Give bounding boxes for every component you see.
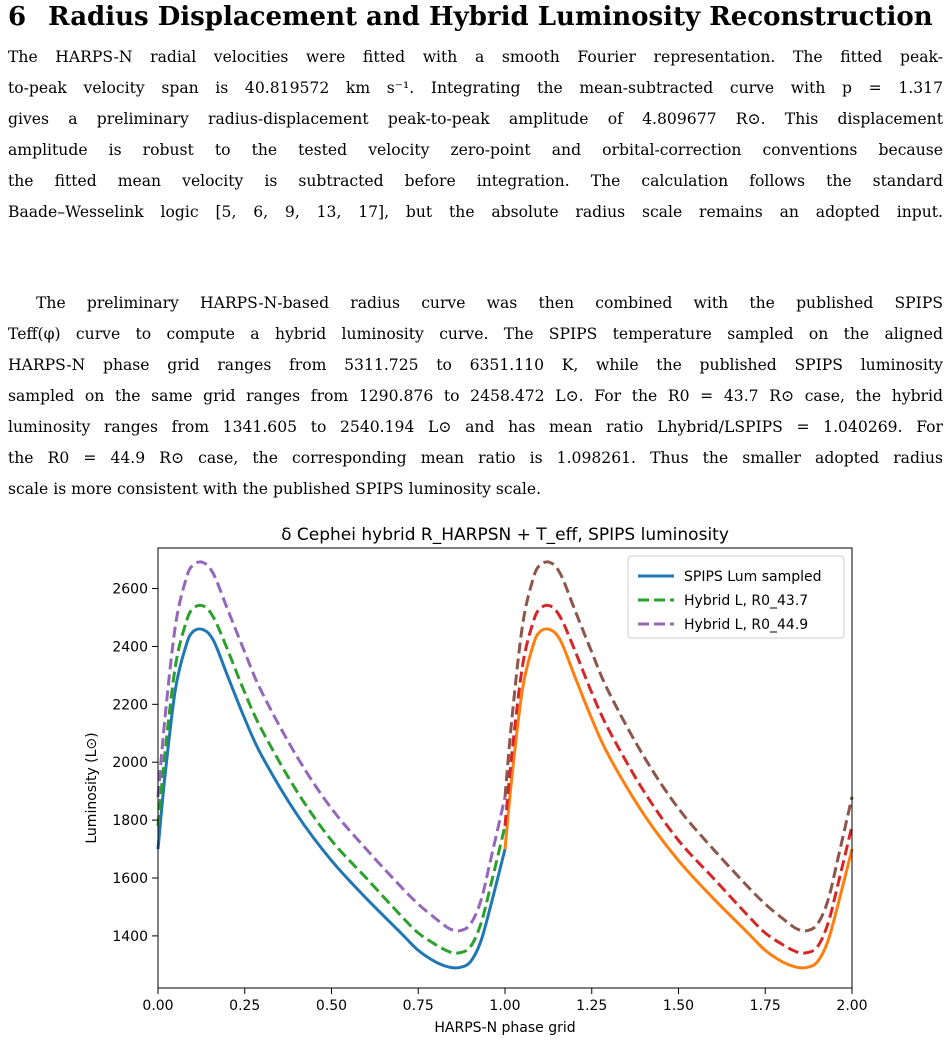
x-tick-label: 0.50	[316, 998, 347, 1014]
series-line-spips-cycle-1	[156, 627, 507, 970]
y-tick-label: 2600	[112, 582, 148, 598]
plot-area	[156, 560, 854, 970]
text-line: HARPS-N phase grid ranges from 5311.725 …	[8, 356, 943, 374]
text-line: Teff(φ) curve to compute a hybrid lumino…	[8, 325, 943, 343]
paragraph-2: The preliminary HARPS-N-based radius cur…	[8, 288, 943, 505]
text-line: sampled on the same grid ranges from 129…	[8, 387, 943, 405]
x-tick-label: 1.25	[576, 998, 607, 1014]
section-title: Radius Displacement and Hybrid Luminosit…	[48, 2, 933, 32]
text-line: the fitted mean velocity is subtracted b…	[8, 172, 943, 190]
section-number: 6	[8, 2, 27, 32]
x-tick-label: 1.00	[489, 998, 520, 1014]
x-tick-label: 2.00	[836, 998, 867, 1014]
text-line: The HARPS-N radial velocities were fitte…	[8, 48, 943, 66]
series-line-spips-cycle-2	[503, 627, 854, 970]
legend: SPIPS Lum sampled Hybrid L, R0_43.7 Hybrid…	[627, 555, 845, 639]
legend-box	[627, 555, 845, 639]
x-tick-label: 1.75	[750, 998, 781, 1014]
y-tick-label: 1600	[112, 871, 148, 887]
y-tick-label: 1400	[112, 929, 148, 945]
text-line: the R0 = 44.9 R⊙ case, the corresponding…	[8, 449, 943, 467]
legend-label: Hybrid L, R0_43.7	[684, 593, 808, 609]
x-axis-label: HARPS-N phase grid	[434, 1020, 575, 1036]
x-tick-label: 0.25	[229, 998, 260, 1014]
series-line-r449-cycle-1	[156, 560, 507, 933]
y-tick-label: 2400	[112, 639, 148, 655]
chart-title: δ Cephei hybrid R_HARPSN + T_eff, SPIPS …	[281, 525, 729, 545]
luminosity-chart: δ Cephei hybrid R_HARPSN + T_eff, SPIPS …	[84, 525, 868, 1036]
paragraph-1: The HARPS-N radial velocities were fitte…	[8, 42, 943, 228]
section-heading: 6 Radius Displacement and Hybrid Luminosi…	[8, 0, 933, 34]
x-tick-label: 0.00	[142, 998, 173, 1014]
y-tick-label: 1800	[112, 813, 148, 829]
axes: 0.00 0.25 0.50 0.75 1.00 1.25 1.50 1.75 2.00 1400…	[112, 547, 868, 1014]
series-line-r449-cycle-2	[503, 560, 854, 933]
text-line: scale is more consistent with the publis…	[8, 480, 542, 498]
y-tick-label: 2200	[112, 697, 148, 713]
y-tick-label: 2000	[112, 755, 148, 771]
text-line: gives a preliminary radius-displacement …	[8, 110, 943, 128]
series-line-r437-cycle-2	[503, 603, 854, 955]
text-line: amplitude is robust to the tested veloci…	[8, 141, 943, 159]
text-line: Baade–Wesselink logic [5, 6, 9, 13, 17],…	[8, 203, 943, 221]
y-axis-label: Luminosity (L⊙)	[84, 732, 100, 843]
x-tick-label: 1.50	[663, 998, 694, 1014]
text-line: to-peak velocity span is 40.819572 km s⁻…	[8, 79, 943, 97]
legend-label: SPIPS Lum sampled	[684, 569, 822, 585]
text-line: luminosity ranges from 1341.605 to 2540.…	[8, 418, 943, 436]
legend-label: Hybrid L, R0_44.9	[684, 617, 808, 633]
series-line-r437-cycle-1	[156, 603, 507, 955]
x-tick-label: 0.75	[403, 998, 434, 1014]
text-line: The preliminary HARPS-N-based radius cur…	[36, 294, 943, 312]
